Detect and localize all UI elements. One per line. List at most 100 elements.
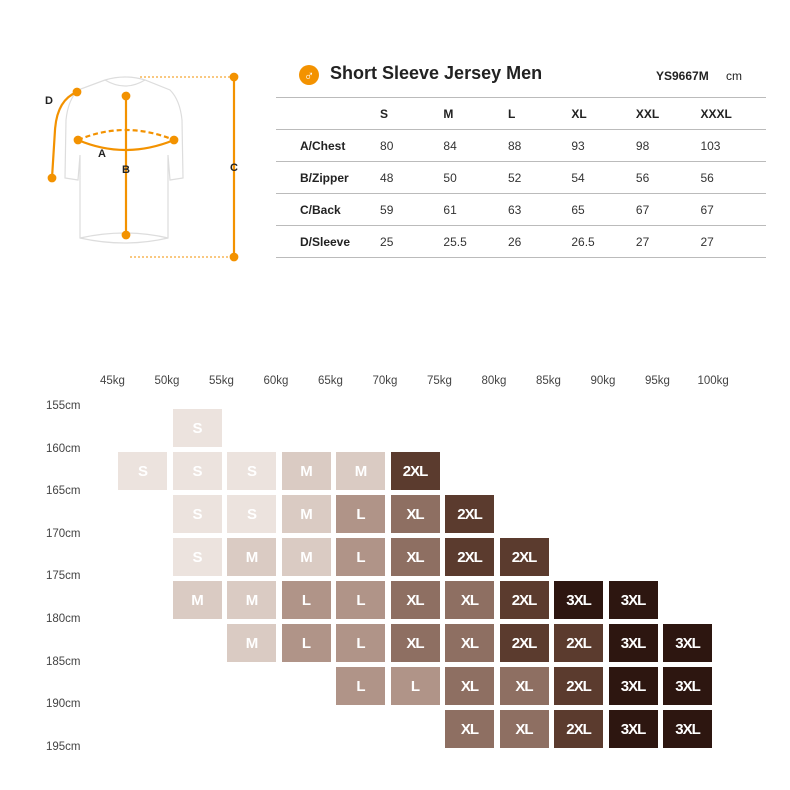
size-cell: M (281, 538, 331, 576)
size-cell: 2XL (554, 624, 603, 662)
height-label: 175cm (46, 570, 81, 583)
size-cell: L (281, 581, 331, 619)
cell-value: 27 (635, 225, 701, 258)
size-cell: XL (445, 710, 494, 748)
label-c: C (230, 162, 238, 174)
weight-label: 70kg (372, 375, 398, 387)
weight-label: 55kg (209, 375, 234, 387)
size-cell: M (227, 538, 276, 576)
weight-label: 100kg (697, 375, 729, 387)
cell-value: 98 (635, 129, 701, 162)
table-row: A/Chest 80 84 88 93 98 103 (276, 129, 766, 162)
height-label: 170cm (46, 527, 81, 540)
cell-value: 27 (700, 225, 766, 258)
size-cell: L (390, 667, 440, 705)
weight-label: 75kg (427, 375, 452, 387)
size-cell: S (172, 495, 222, 533)
size-cell: 3XL (608, 581, 658, 619)
weight-label: 50kg (154, 375, 180, 387)
height-label: 195cm (46, 740, 81, 753)
cell-value: 59 (380, 193, 444, 226)
size-cell: L (336, 581, 385, 619)
table-header-row: S M L XL XXL XXXL (276, 97, 766, 130)
cell-value: 26 (507, 225, 572, 258)
size-cell: 2XL (499, 581, 549, 619)
size-cell: 3XL (608, 624, 658, 662)
height-label: 185cm (46, 655, 81, 668)
weight-label: 85kg (536, 375, 561, 387)
height-label: 160cm (46, 442, 81, 455)
page-title: Short Sleeve Jersey Men (330, 63, 543, 83)
size-cell: XL (390, 538, 440, 576)
weight-label: 65kg (318, 375, 343, 387)
label-a: A (98, 148, 106, 160)
table-row: B/Zipper 48 50 52 54 56 56 (276, 161, 766, 194)
size-cell: XL (390, 624, 440, 662)
size-cell: XL (499, 710, 549, 748)
size-cell: L (336, 624, 385, 662)
size-cell: M (281, 452, 331, 490)
product-code: YS9667M (656, 69, 709, 83)
table-row: C/Back 59 61 63 65 67 67 (276, 193, 766, 226)
weight-label: 60kg (263, 375, 289, 387)
height-label: 165cm (46, 485, 81, 498)
size-cell: 2XL (499, 538, 549, 576)
cell-value: 67 (635, 193, 701, 226)
cell-value: 56 (635, 161, 701, 194)
label-d: D (45, 95, 53, 107)
height-label: 180cm (46, 613, 81, 625)
size-cell: XL (445, 667, 494, 705)
size-cell: M (172, 581, 222, 619)
weight-label: 95kg (645, 375, 670, 387)
size-cell: L (336, 495, 385, 533)
size-cell: 2XL (554, 710, 603, 748)
height-label: 155cm (46, 400, 81, 412)
cell-value: 93 (571, 129, 636, 162)
row-label: C/Back (276, 193, 381, 226)
size-cell: XL (445, 581, 494, 619)
cell-value: 103 (700, 129, 766, 162)
male-icon: ♂ (299, 65, 319, 85)
size-cell: L (336, 538, 385, 576)
size-cell: XL (390, 495, 440, 533)
size-cell: 3XL (608, 667, 658, 705)
weight-label: 45kg (100, 375, 125, 387)
col-header: M (443, 97, 508, 130)
size-cell: 3XL (608, 710, 658, 748)
row-label: B/Zipper (276, 161, 381, 194)
size-cell: XL (445, 624, 494, 662)
size-cell: 2XL (554, 667, 603, 705)
cell-value: 88 (507, 129, 572, 162)
label-b: B (122, 164, 130, 176)
size-cell: XL (499, 667, 549, 705)
row-label: D/Sleeve (276, 225, 381, 258)
size-cell: 3XL (663, 624, 712, 662)
weight-label: 90kg (590, 375, 616, 387)
cell-value: 54 (571, 161, 636, 194)
size-cell: S (172, 409, 222, 447)
size-cell: 3XL (554, 581, 603, 619)
size-cell: M (281, 495, 331, 533)
size-cell: 2XL (390, 452, 440, 490)
cell-value: 52 (507, 161, 572, 194)
cell-value: 56 (700, 161, 766, 194)
cell-value: 63 (507, 193, 572, 226)
size-cell: M (336, 452, 385, 490)
size-cell: L (336, 667, 385, 705)
size-cell: 3XL (663, 667, 712, 705)
cell-value: 25.5 (443, 225, 508, 258)
cell-value: 61 (443, 193, 508, 226)
col-header: XXXL (700, 97, 766, 130)
cell-value: 48 (380, 161, 444, 194)
col-header: L (507, 97, 572, 130)
size-cell: S (118, 452, 167, 490)
cell-value: 26.5 (571, 225, 636, 258)
size-cell: 2XL (445, 538, 494, 576)
weight-label: 80kg (481, 375, 507, 387)
col-header: XL (571, 97, 636, 130)
cell-value: 50 (443, 161, 508, 194)
size-table: S M L XL XXL XXXL A/Chest 80 84 88 93 98 103 B/… (276, 97, 766, 258)
size-cell: XL (390, 581, 440, 619)
size-cell: M (227, 581, 276, 619)
col-header: XXL (635, 97, 701, 130)
